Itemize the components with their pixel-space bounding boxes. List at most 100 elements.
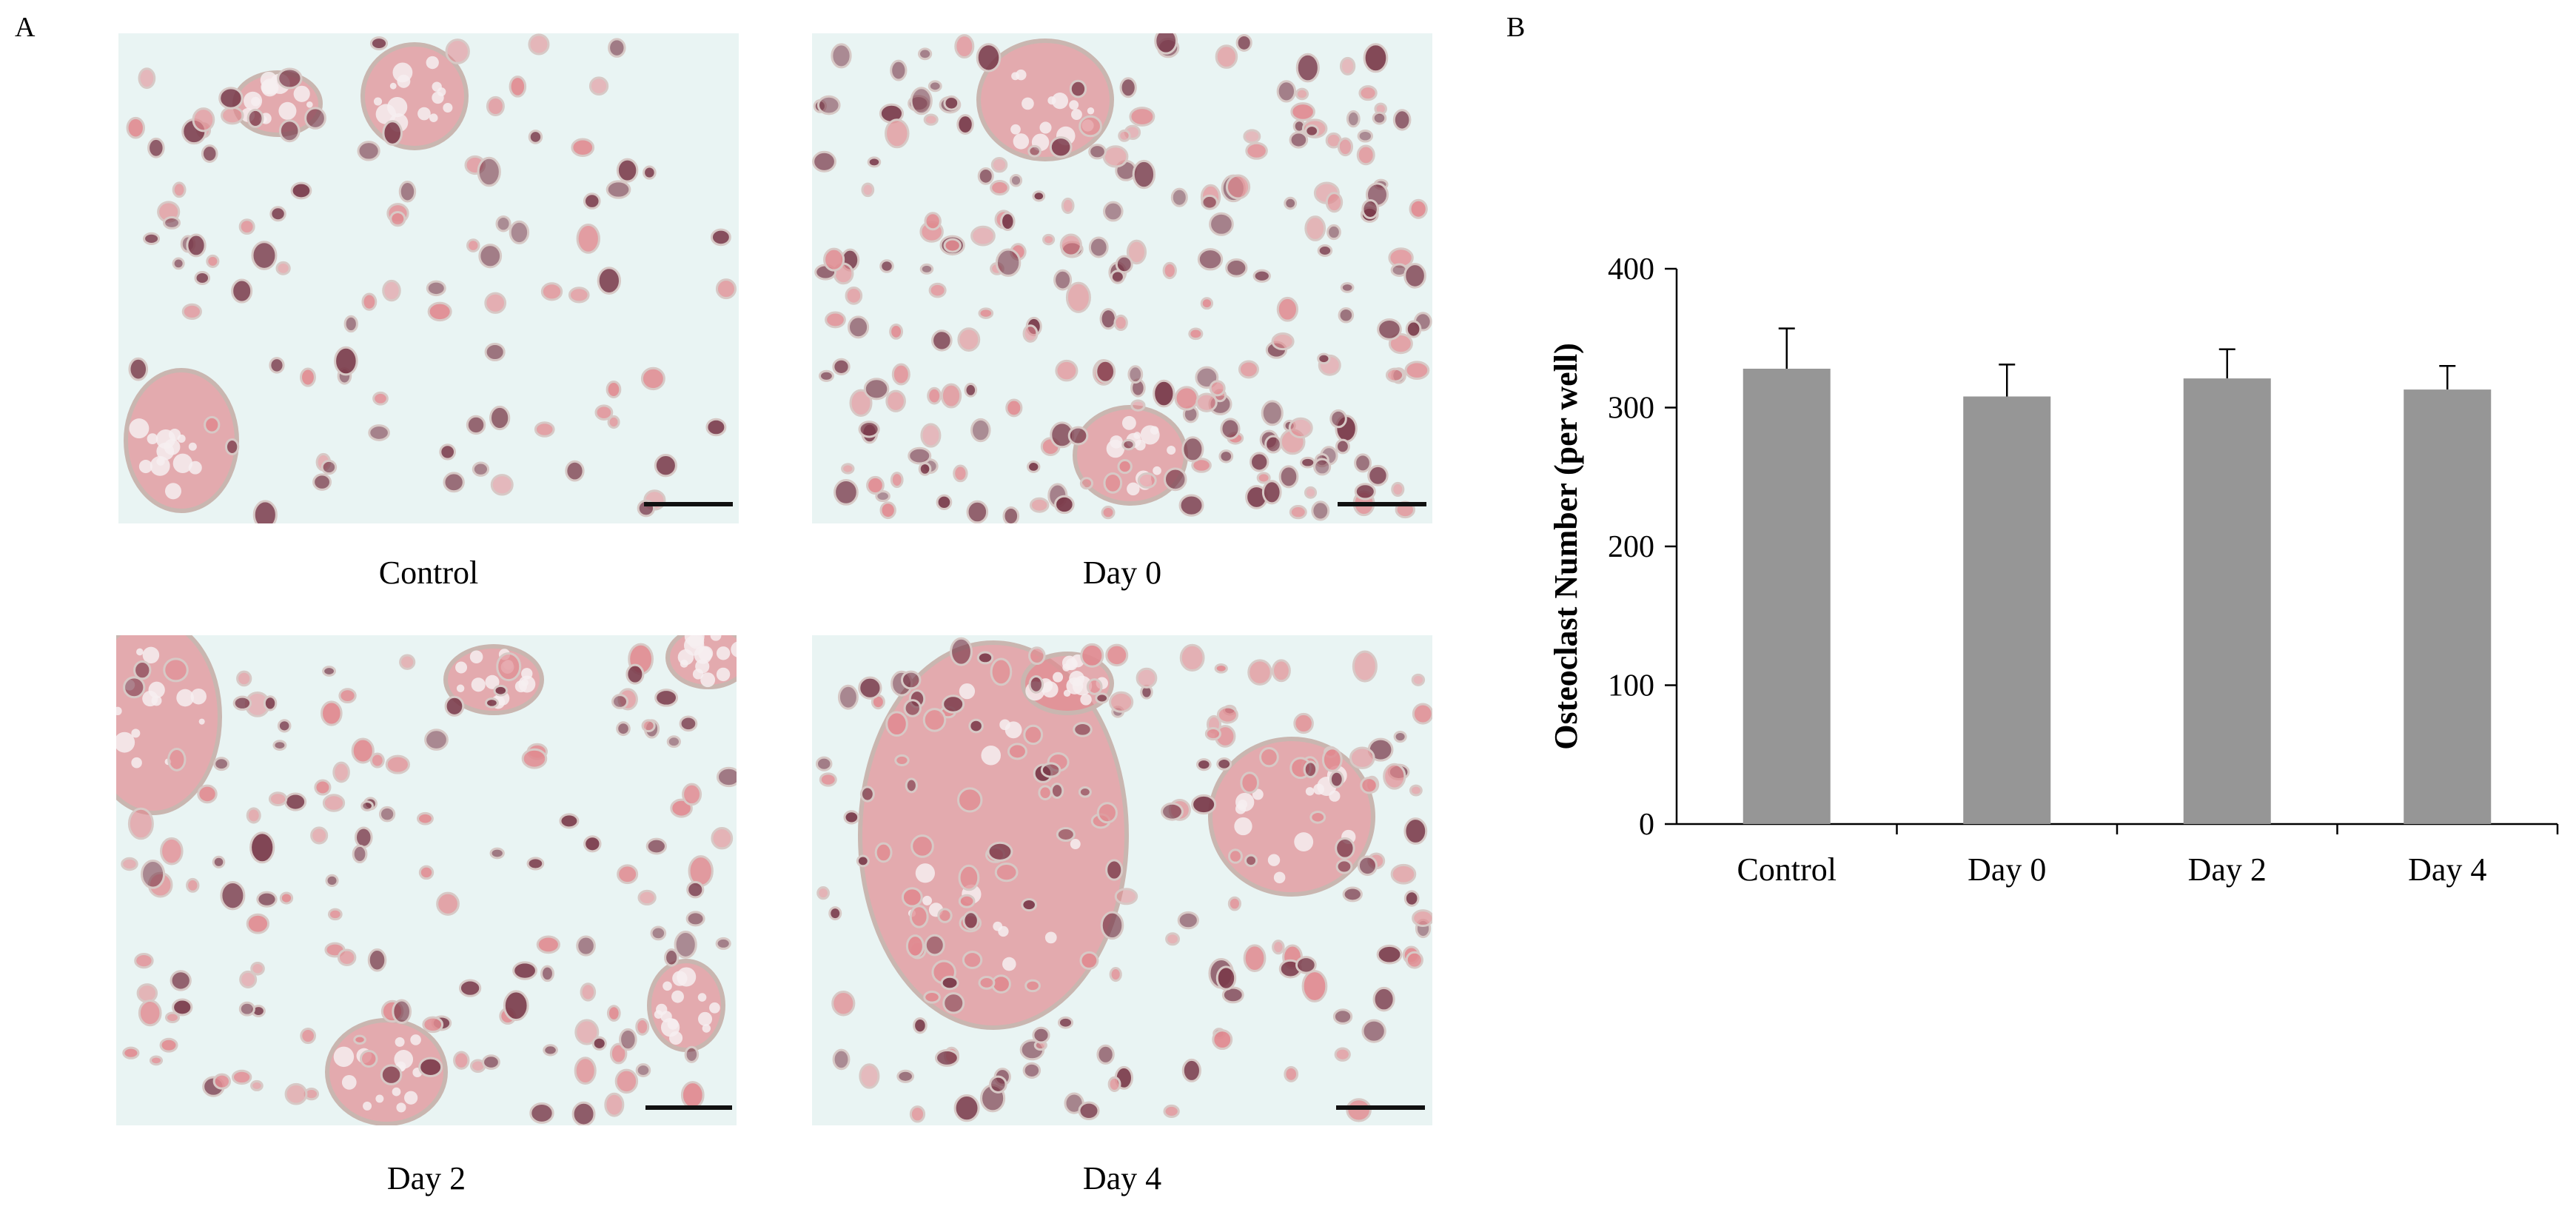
mononuclear-cell: [896, 1069, 915, 1083]
mononuclear-cell: [164, 1011, 180, 1024]
mononuclear-cell: [1360, 777, 1378, 794]
mononuclear-cell: [1049, 136, 1073, 158]
mononuclear-cell: [1042, 233, 1056, 246]
vacuole: [1039, 121, 1052, 134]
mononuclear-cell: [251, 241, 278, 270]
mononuclear-cell: [1000, 212, 1016, 232]
mononuclear-cell: [1403, 890, 1420, 907]
mononuclear-cell: [1069, 79, 1087, 98]
vacuole: [677, 967, 697, 987]
vacuole: [1087, 107, 1095, 115]
mononuclear-cell: [123, 676, 146, 699]
mononuclear-cell: [231, 1069, 252, 1085]
mononuclear-cell: [1005, 398, 1023, 418]
vacuole: [131, 729, 141, 738]
bar-day-2: [2183, 378, 2271, 824]
mononuclear-cell: [597, 267, 621, 295]
mononuclear-cell: [1021, 897, 1038, 912]
mononuclear-cell: [389, 210, 406, 227]
mononuclear-cell: [1212, 1029, 1233, 1051]
vacuole: [1313, 783, 1325, 795]
mononuclear-cell: [1102, 145, 1129, 168]
mononuclear-cell: [170, 970, 192, 991]
mononuclear-cell: [1289, 505, 1307, 520]
mononuclear-cell: [231, 278, 253, 304]
vacuole: [1153, 466, 1161, 475]
mononuclear-cell: [134, 952, 154, 969]
mononuclear-cell: [568, 287, 590, 304]
mononuclear-cell: [163, 216, 181, 230]
mononuclear-cell: [186, 877, 200, 893]
mononuclear-cell: [1361, 198, 1379, 220]
mononuclear-cell: [1162, 261, 1177, 280]
mononuclear-cell: [905, 934, 925, 958]
mononuclear-cell: [1088, 236, 1109, 258]
vacuole: [1053, 672, 1064, 683]
mononuclear-cell: [576, 935, 596, 957]
mononuclear-cell: [861, 182, 875, 198]
mononuclear-cell: [903, 699, 922, 717]
mononuclear-cell: [990, 180, 1010, 196]
caption-day-2: Day 2: [386, 1160, 466, 1196]
mononuclear-cell: [1009, 173, 1023, 187]
mononuclear-cell: [559, 813, 580, 829]
vacuole: [373, 97, 383, 106]
mononuclear-cell: [495, 215, 511, 232]
mononuclear-cell: [486, 96, 505, 117]
mononuclear-cell: [314, 779, 332, 796]
mononuclear-cell: [304, 107, 326, 130]
mononuclear-cell: [962, 911, 979, 931]
mononuclear-cell: [543, 1044, 558, 1057]
mononuclear-cell: [1404, 361, 1430, 380]
mononuclear-cell: [910, 834, 934, 858]
mononuclear-cell: [1250, 452, 1269, 472]
mononuclear-cell: [1377, 318, 1402, 341]
mononuclear-cell: [1027, 144, 1042, 158]
mononuclear-cell: [832, 358, 851, 375]
mononuclear-cell: [1096, 1044, 1115, 1065]
mononuclear-cell: [194, 270, 211, 286]
mononuclear-cell: [1354, 483, 1376, 500]
mononuclear-cell: [920, 423, 942, 448]
vacuole: [432, 81, 442, 92]
mononuclear-cell: [1372, 986, 1395, 1012]
vacuole: [396, 1102, 406, 1113]
mononuclear-cell: [606, 1005, 621, 1022]
mononuclear-cell: [1170, 187, 1188, 207]
vacuole: [671, 990, 684, 1003]
mononuclear-cell: [867, 156, 882, 168]
mononuclear-cell: [576, 224, 600, 254]
mononuclear-cell: [127, 807, 154, 840]
mononuclear-cell: [924, 934, 945, 957]
mononuclear-cell: [927, 386, 942, 405]
vacuole: [164, 483, 181, 500]
mononuclear-cell: [1121, 438, 1136, 451]
mononuclear-cell: [664, 948, 680, 967]
mononuclear-cell: [1095, 359, 1116, 384]
vacuole: [136, 648, 144, 656]
mononuclear-cell: [359, 1049, 378, 1068]
mononuclear-cell: [924, 212, 942, 231]
mononuclear-cell: [220, 880, 246, 911]
mononuclear-cell: [711, 827, 734, 850]
mononuclear-cell: [252, 500, 278, 523]
mononuclear-cell: [472, 461, 489, 477]
mononuclear-cell: [1256, 472, 1271, 484]
mononuclear-cell: [956, 114, 974, 135]
mononuclear-cell: [1053, 269, 1073, 291]
caption-control: Control: [378, 555, 479, 591]
mononuclear-cell: [943, 238, 962, 253]
mononuclear-cell: [923, 113, 939, 126]
mononuclear-cell: [1405, 320, 1422, 338]
mononuclear-cell: [837, 684, 859, 710]
mononuclear-cell: [910, 87, 933, 115]
vacuole: [1234, 817, 1252, 836]
vacuole: [1069, 100, 1079, 110]
mononuclear-cell: [1383, 763, 1406, 790]
mononuclear-cell: [943, 95, 960, 111]
mononuclear-cell: [1129, 107, 1155, 127]
mononuclear-cell: [1247, 659, 1272, 686]
mononuclear-cell: [866, 475, 885, 495]
mononuclear-cell: [509, 220, 530, 245]
mononuclear-cell: [206, 254, 220, 268]
